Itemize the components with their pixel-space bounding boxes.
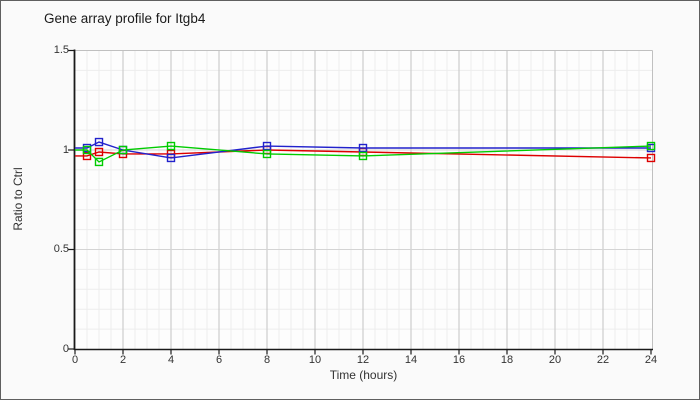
x-tick-label: 0	[71, 354, 79, 366]
x-tick-label: 10	[308, 354, 322, 366]
x-tick-label: 16	[452, 354, 466, 366]
series-green-marker	[166, 141, 176, 151]
series-green-marker	[646, 141, 656, 151]
y-tick-label: 1.5	[53, 44, 69, 56]
series-green-marker	[94, 157, 104, 167]
series-green	[75, 141, 656, 167]
series-blue-marker	[262, 141, 272, 151]
chart-title: Gene array profile for Itgb4	[44, 11, 206, 26]
tick-marks	[68, 49, 652, 355]
series-blue-marker	[358, 143, 368, 153]
x-tick-label: 14	[404, 354, 418, 366]
series-green-line	[75, 145, 652, 163]
x-tick-label: 2	[119, 354, 127, 366]
x-tick-label: 12	[356, 354, 370, 366]
y-tick-label: 0	[62, 342, 69, 355]
x-tick-label: 4	[167, 354, 175, 366]
series-red-marker	[94, 147, 104, 157]
x-tick-label: 6	[215, 354, 223, 366]
series-green-marker	[118, 145, 128, 155]
series-red-marker	[82, 151, 92, 161]
series-blue-marker	[94, 137, 104, 147]
series-red-marker	[646, 153, 656, 163]
y-tick-label: 0.5	[53, 243, 69, 255]
series-green-marker	[82, 145, 92, 155]
x-tick-label: 22	[596, 354, 610, 366]
x-tick-label: 18	[500, 354, 514, 366]
series-blue-marker	[166, 153, 176, 163]
axes	[73, 49, 653, 351]
x-tick-label: 20	[548, 354, 562, 366]
series-green-marker	[358, 151, 368, 161]
y-axis-label: Ratio to Ctrl	[11, 167, 25, 231]
x-tick-label: 8	[263, 354, 271, 366]
series-green-marker	[262, 149, 272, 159]
x-tick-label: 24	[644, 354, 658, 366]
plot-frame	[75, 50, 653, 349]
x-axis-label: Time (hours)	[329, 368, 398, 382]
y-tick-label: 1	[62, 143, 69, 156]
